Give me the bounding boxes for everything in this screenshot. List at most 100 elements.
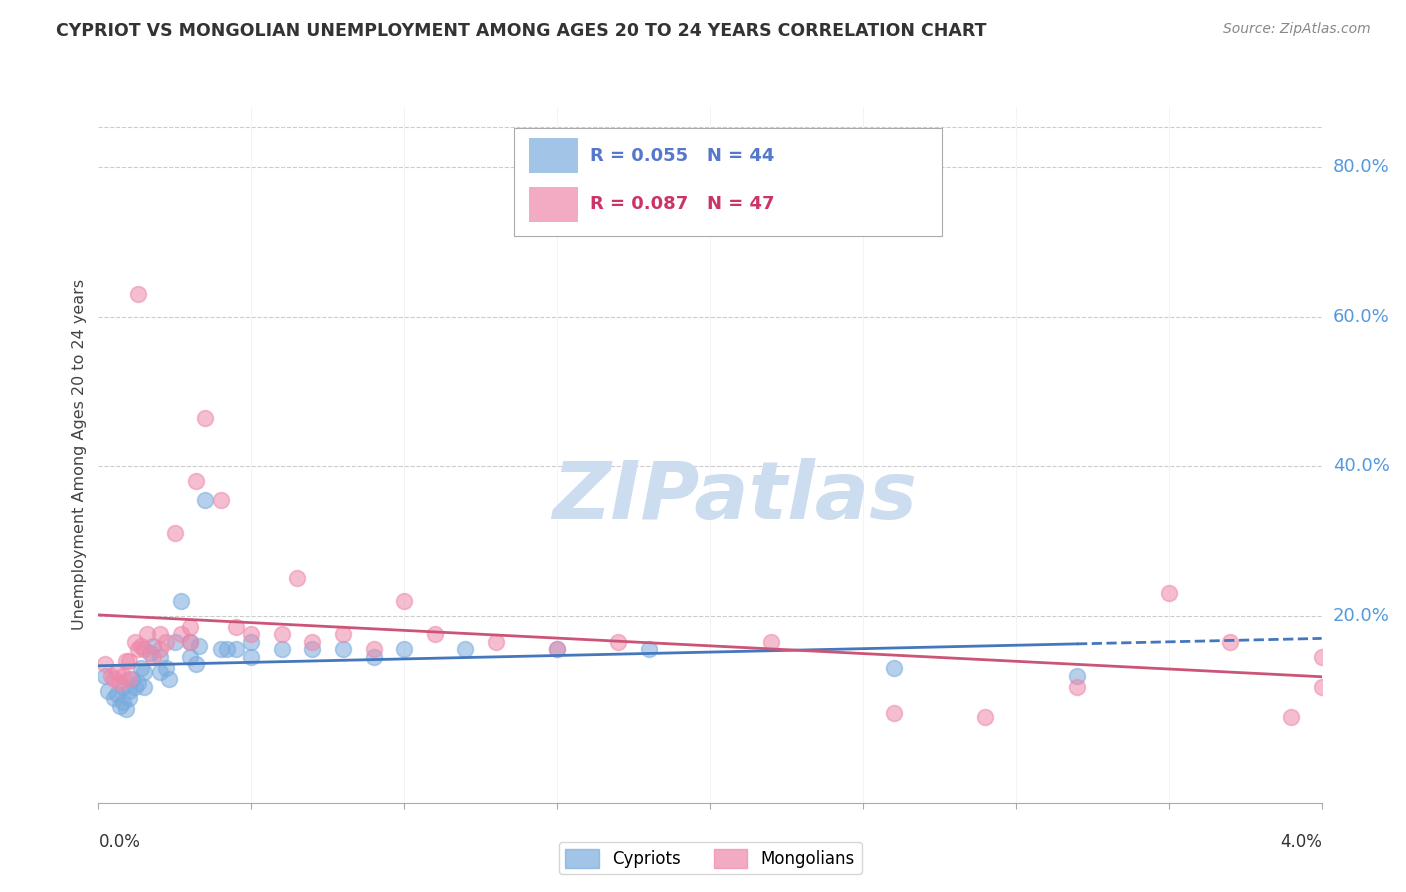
Point: [155, 635, 177, 649]
Point: [127, 642, 149, 657]
Point: [111, 668, 134, 682]
Y-axis label: Unemployment Among Ages 20 to 24 years: Unemployment Among Ages 20 to 24 years: [72, 279, 87, 631]
Point: [332, 642, 354, 657]
Point: [1066, 680, 1088, 694]
Point: [392, 594, 416, 608]
Point: [129, 661, 152, 675]
Point: [179, 635, 201, 649]
Bar: [529, 138, 578, 173]
Point: [115, 702, 138, 716]
Point: [103, 691, 125, 706]
Bar: [529, 187, 578, 222]
Point: [225, 642, 247, 657]
Point: [270, 627, 294, 641]
Point: [883, 661, 905, 675]
Point: [637, 642, 661, 657]
Point: [103, 673, 125, 687]
Point: [179, 620, 201, 634]
Point: [134, 680, 156, 694]
Point: [1279, 710, 1302, 724]
Point: [163, 526, 186, 541]
Point: [179, 635, 201, 649]
Point: [392, 642, 416, 657]
Point: [759, 635, 782, 649]
Text: 0.0%: 0.0%: [98, 833, 141, 851]
Point: [188, 639, 211, 653]
Text: Source: ZipAtlas.com: Source: ZipAtlas.com: [1223, 22, 1371, 37]
Point: [121, 673, 143, 687]
Point: [149, 649, 172, 664]
Point: [546, 642, 568, 657]
Point: [155, 661, 177, 675]
Point: [149, 642, 172, 657]
Text: R = 0.087   N = 47: R = 0.087 N = 47: [591, 195, 775, 213]
Point: [225, 620, 247, 634]
Point: [127, 287, 149, 301]
Point: [546, 642, 568, 657]
Point: [485, 635, 508, 649]
Point: [105, 687, 128, 701]
Point: [118, 673, 141, 687]
Point: [118, 683, 141, 698]
Point: [301, 635, 323, 649]
Point: [301, 642, 323, 657]
Point: [332, 627, 354, 641]
Text: 20.0%: 20.0%: [1333, 607, 1389, 624]
Point: [93, 657, 115, 672]
Point: [108, 698, 131, 713]
Point: [1157, 586, 1180, 600]
Point: [607, 635, 630, 649]
Text: R = 0.055   N = 44: R = 0.055 N = 44: [591, 147, 775, 165]
Point: [118, 691, 141, 706]
Point: [1310, 680, 1333, 694]
Point: [149, 627, 172, 641]
Point: [111, 695, 134, 709]
Point: [100, 668, 122, 682]
Point: [974, 710, 997, 724]
Point: [454, 642, 477, 657]
Point: [194, 410, 217, 425]
Point: [215, 642, 238, 657]
Text: 40.0%: 40.0%: [1333, 457, 1389, 475]
Point: [134, 642, 156, 657]
Point: [209, 492, 232, 507]
Point: [127, 676, 149, 690]
Point: [240, 649, 263, 664]
Point: [883, 706, 905, 720]
Point: [1219, 635, 1241, 649]
Point: [136, 627, 159, 641]
Point: [97, 683, 120, 698]
Point: [108, 676, 131, 690]
Point: [1310, 649, 1333, 664]
Point: [139, 646, 162, 660]
Text: 4.0%: 4.0%: [1279, 833, 1322, 851]
Text: ZIPatlas: ZIPatlas: [553, 458, 917, 536]
Point: [105, 665, 128, 679]
Point: [285, 571, 308, 585]
Point: [186, 657, 208, 672]
Point: [363, 642, 385, 657]
Point: [93, 668, 115, 682]
FancyBboxPatch shape: [515, 128, 942, 235]
Point: [124, 680, 146, 694]
Point: [157, 673, 180, 687]
Point: [363, 649, 385, 664]
Text: 80.0%: 80.0%: [1333, 158, 1389, 176]
Point: [149, 665, 172, 679]
Point: [142, 649, 165, 664]
Text: CYPRIOT VS MONGOLIAN UNEMPLOYMENT AMONG AGES 20 TO 24 YEARS CORRELATION CHART: CYPRIOT VS MONGOLIAN UNEMPLOYMENT AMONG …: [56, 22, 987, 40]
Point: [111, 680, 134, 694]
Point: [134, 665, 156, 679]
Point: [1066, 668, 1088, 682]
Legend: Cypriots, Mongolians: Cypriots, Mongolians: [558, 842, 862, 874]
Point: [129, 639, 152, 653]
Point: [209, 642, 232, 657]
Point: [142, 639, 165, 653]
Point: [186, 474, 208, 488]
Point: [118, 654, 141, 668]
Point: [240, 635, 263, 649]
Point: [179, 649, 201, 664]
Text: 60.0%: 60.0%: [1333, 308, 1389, 326]
Point: [170, 594, 193, 608]
Point: [194, 492, 217, 507]
